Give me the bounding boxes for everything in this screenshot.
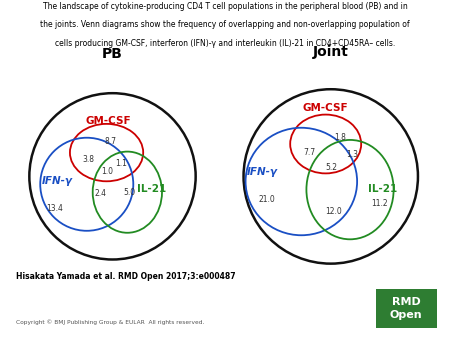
Text: 5.2: 5.2	[326, 163, 338, 172]
Text: The landscape of cytokine-producing CD4 T cell populations in the peripheral blo: The landscape of cytokine-producing CD4 …	[43, 2, 407, 11]
Ellipse shape	[29, 93, 196, 260]
Text: GM-CSF: GM-CSF	[86, 116, 131, 126]
Text: the joints. Venn diagrams show the frequency of overlapping and non-overlapping : the joints. Venn diagrams show the frequ…	[40, 20, 410, 29]
Text: Copyright © BMJ Publishing Group & EULAR  All rights reserved.: Copyright © BMJ Publishing Group & EULAR…	[16, 319, 204, 325]
Text: 21.0: 21.0	[258, 195, 275, 204]
Text: GM-CSF: GM-CSF	[303, 103, 348, 114]
Text: Joint: Joint	[313, 45, 349, 59]
Text: 2.4: 2.4	[94, 189, 107, 198]
Ellipse shape	[243, 89, 418, 264]
Text: 8.7: 8.7	[104, 137, 117, 146]
Text: 11.2: 11.2	[371, 199, 388, 208]
Text: 7.7: 7.7	[303, 148, 315, 156]
Text: 1.1: 1.1	[116, 159, 127, 168]
Text: IFN-γ: IFN-γ	[41, 176, 72, 186]
Text: Hisakata Yamada et al. RMD Open 2017;3:e000487: Hisakata Yamada et al. RMD Open 2017;3:e…	[16, 272, 235, 281]
Text: 1.3: 1.3	[346, 150, 358, 159]
Text: RMD
Open: RMD Open	[390, 297, 423, 320]
Text: 5.0: 5.0	[123, 188, 135, 197]
Text: cells producing GM-CSF, interferon (IFN)-γ and interleukin (IL)-21 in CD4+CD45RA: cells producing GM-CSF, interferon (IFN)…	[55, 39, 395, 48]
Text: 1.8: 1.8	[334, 134, 346, 142]
Text: 13.4: 13.4	[47, 203, 63, 213]
Text: IFN-γ: IFN-γ	[246, 167, 277, 177]
Text: PB: PB	[102, 48, 123, 62]
Text: 3.8: 3.8	[83, 155, 95, 164]
Text: IL-21: IL-21	[138, 184, 166, 194]
Text: 12.0: 12.0	[325, 208, 342, 216]
Text: IL-21: IL-21	[368, 184, 397, 194]
Text: 1.0: 1.0	[102, 167, 113, 176]
